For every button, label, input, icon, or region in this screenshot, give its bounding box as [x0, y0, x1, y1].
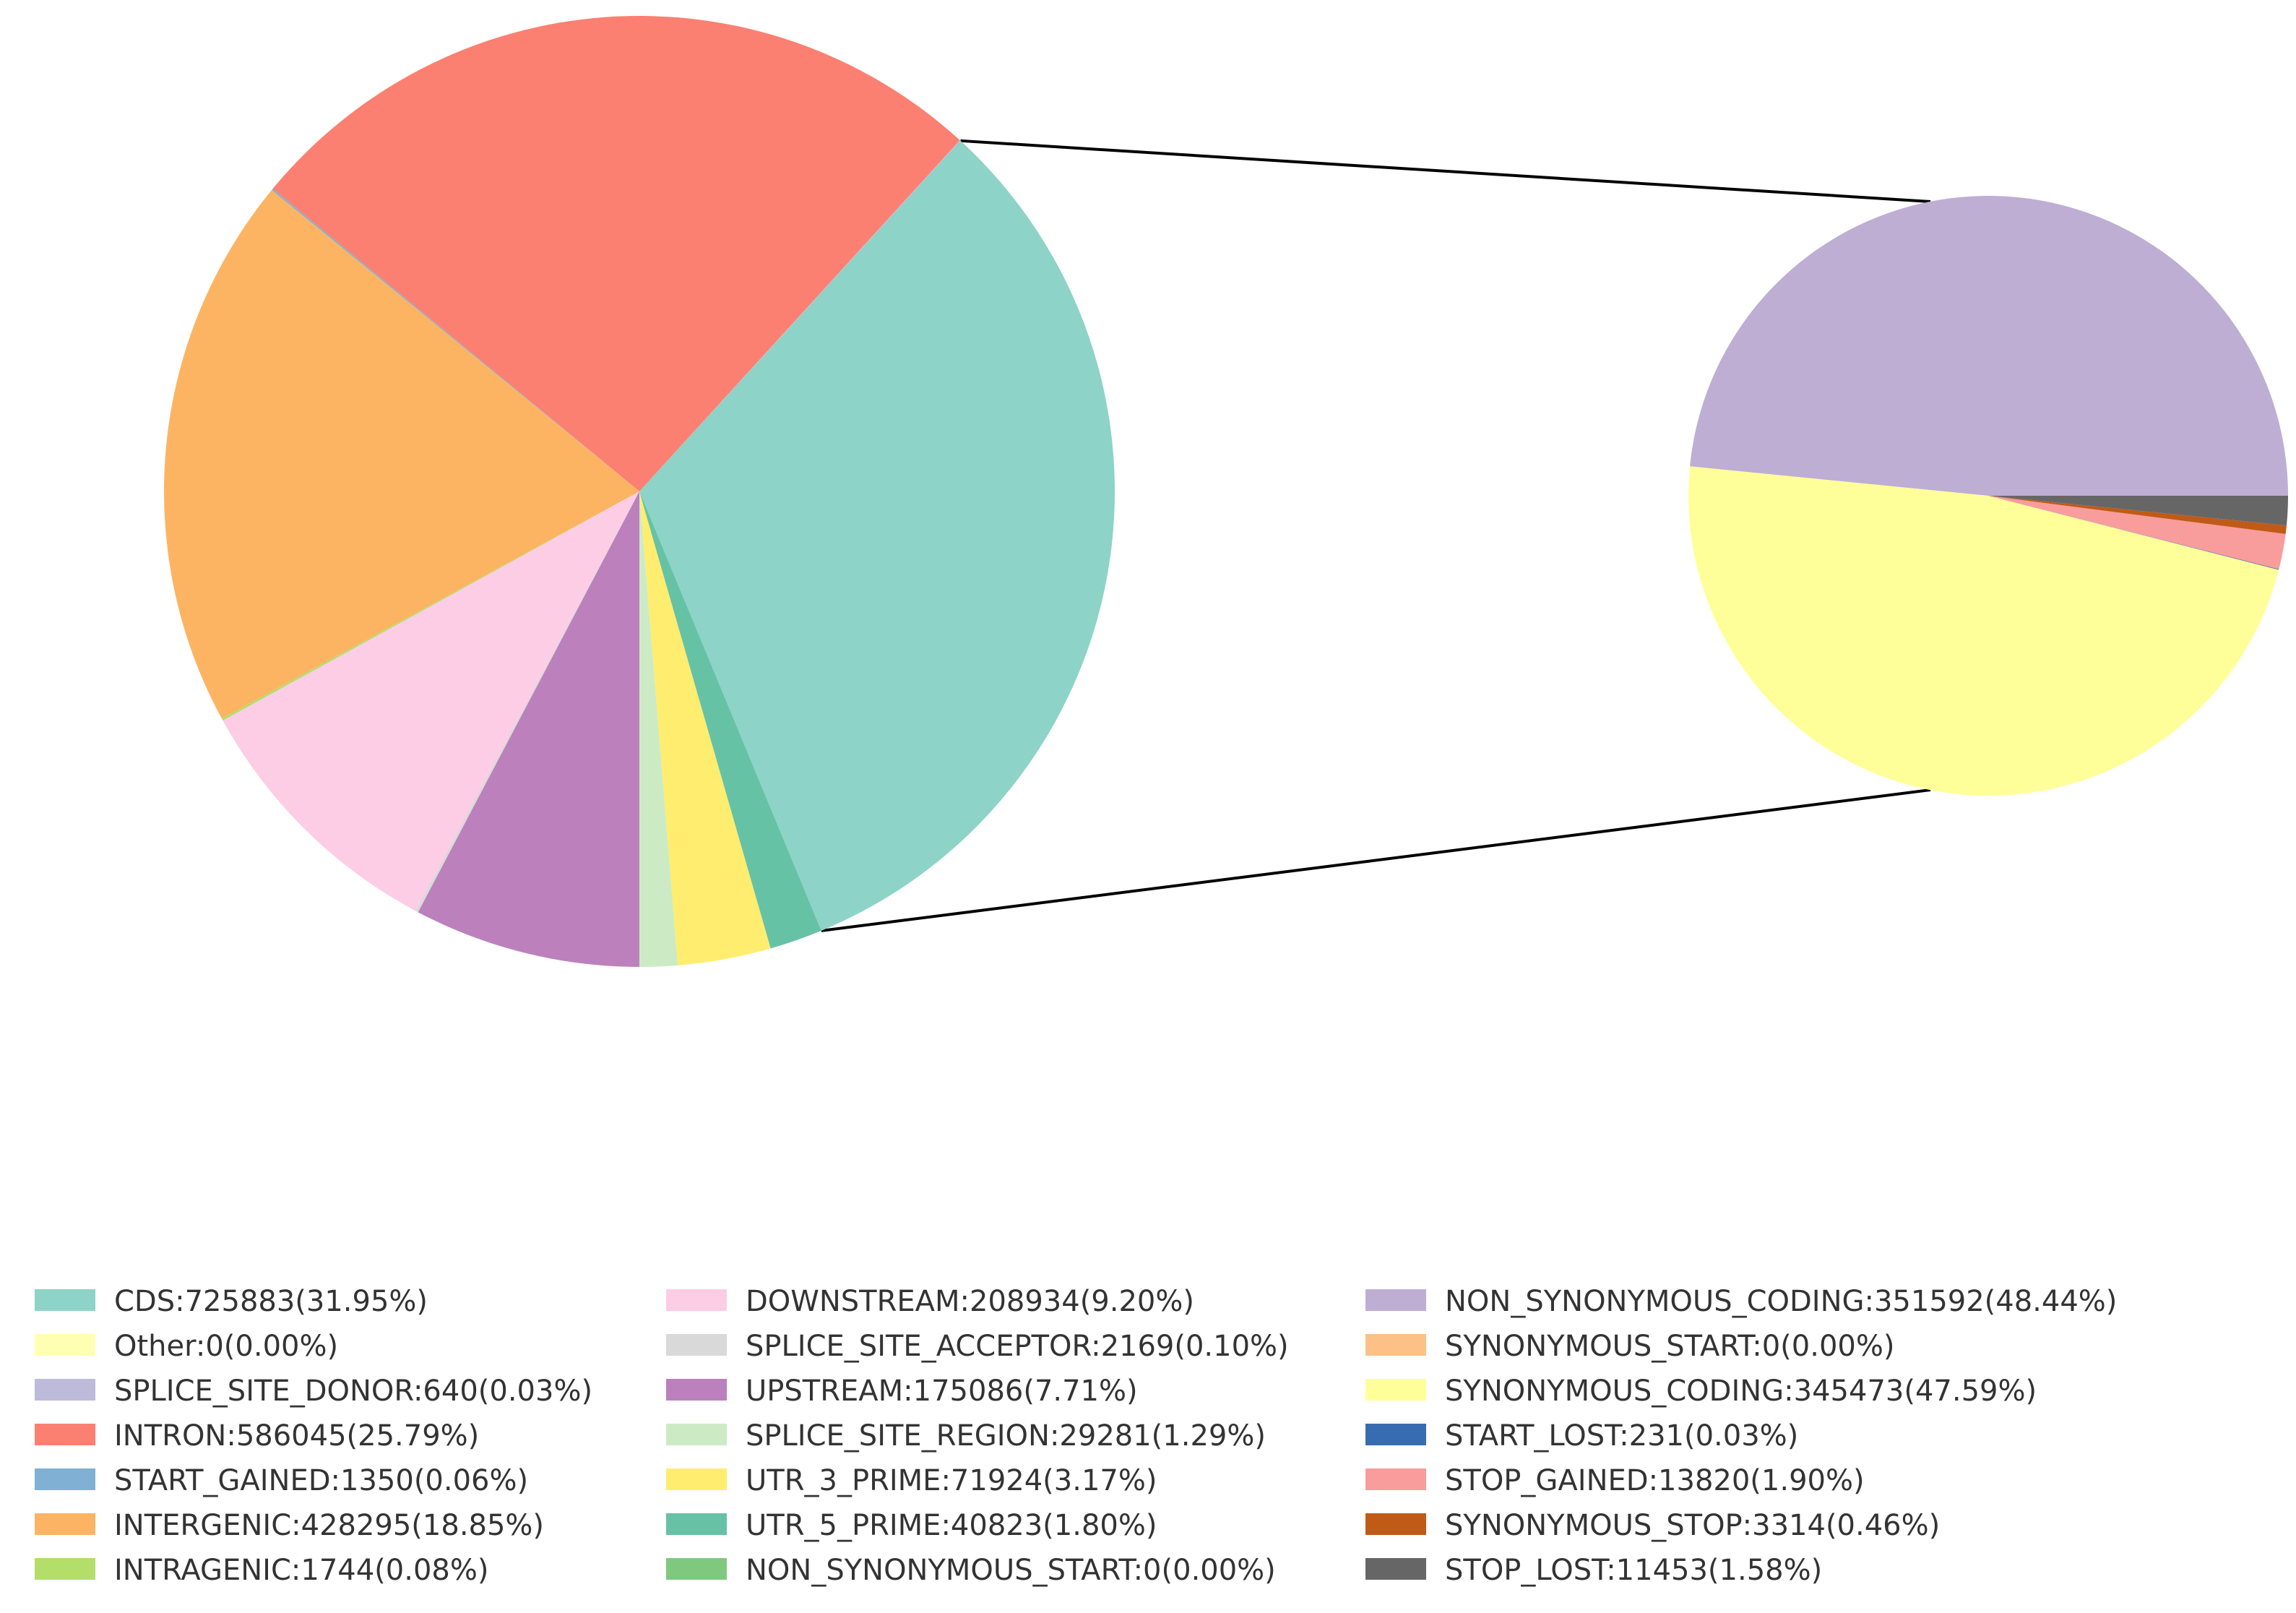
legend-label-downstream: DOWNSTREAM:208934(9.20%) [746, 1285, 1194, 1318]
cds-pie-slice-synonymous-stop [1988, 496, 2287, 534]
legend-label-utr-3-prime: UTR_3_PRIME:71924(3.17%) [746, 1464, 1157, 1497]
main-pie-slice-intragenic [221, 491, 639, 721]
cds-pie-slice-stop-gained [1988, 496, 2286, 569]
legend-label-synonymous-coding: SYNONYMOUS_CODING:345473(47.59%) [1445, 1375, 2037, 1408]
legend-swatch-intragenic [35, 1558, 95, 1580]
legend-label-stop-gained: STOP_GAINED:13820(1.90%) [1445, 1464, 1865, 1497]
connector-line-top [960, 139, 1931, 203]
zoom-connector-lines [821, 139, 1931, 932]
legend-label-non-synonymous-start: NON_SYNONYMOUS_START:0(0.00%) [746, 1554, 1276, 1587]
cds-breakdown-pie [1688, 196, 2288, 796]
legend-swatch-utr-5-prime [666, 1513, 727, 1535]
legend-swatch-intergenic [35, 1513, 95, 1535]
legend-label-utr-5-prime: UTR_5_PRIME:40823(1.80%) [746, 1509, 1157, 1542]
legend-label-intergenic: INTERGENIC:428295(18.85%) [114, 1509, 544, 1542]
legend-swatch-stop-gained [1365, 1468, 1426, 1490]
legend-swatch-utr-3-prime [666, 1468, 727, 1490]
legend-swatch-intron [35, 1424, 95, 1445]
main-pie-slice-downstream [223, 491, 640, 911]
legend-swatch-upstream [666, 1379, 727, 1401]
main-pie-slice-utr-5-prime [639, 491, 821, 949]
legend-label-splice-site-donor: SPLICE_SITE_DONOR:640(0.03%) [114, 1375, 592, 1408]
cds-pie-slice-synonymous-coding [1688, 466, 2279, 796]
main-pie-slice-splice-site-donor [639, 140, 961, 491]
legend-swatch-stop-lost [1365, 1558, 1426, 1580]
legend-label-intragenic: INTRAGENIC:1744(0.08%) [114, 1554, 488, 1587]
main-pie-slice-intron [272, 15, 960, 491]
main-pie-slice-splice-site-acceptor [415, 491, 639, 913]
legend-label-stop-lost: STOP_LOST:11453(1.58%) [1445, 1554, 1822, 1587]
legend-label-other: Other:0(0.00%) [114, 1330, 338, 1363]
main-pie [164, 15, 1115, 967]
legend-swatch-synonymous-stop [1365, 1513, 1426, 1535]
main-pie-slice-upstream [418, 491, 639, 967]
cds-pie-slice-non-synonymous-coding [1690, 196, 2288, 496]
legend-label-intron: INTRON:586045(25.79%) [114, 1419, 479, 1453]
legend-label-synonymous-start: SYNONYMOUS_START:0(0.00%) [1445, 1330, 1894, 1363]
legend-swatch-start-gained [35, 1468, 95, 1490]
legend-label-upstream: UPSTREAM:175086(7.71%) [746, 1375, 1138, 1408]
legend-label-start-lost: START_LOST:231(0.03%) [1445, 1419, 1798, 1453]
legend-swatch-splice-site-acceptor [666, 1334, 727, 1356]
legend-label-synonymous-stop: SYNONYMOUS_STOP:3314(0.46%) [1445, 1509, 1940, 1542]
legend-label-cds: CDS:725883(31.95%) [114, 1285, 428, 1318]
legend-swatch-non-synonymous-coding [1365, 1289, 1426, 1311]
legend-label-start-gained: START_GAINED:1350(0.06%) [114, 1464, 528, 1497]
legend: CDS:725883(31.95%) Other:0(0.00%) SPLICE_S… [35, 1285, 2117, 1587]
legend-swatch-downstream [666, 1289, 727, 1311]
legend-swatch-synonymous-coding [1365, 1379, 1426, 1401]
main-pie-slice-start-gained [271, 189, 639, 491]
main-pie-slice-utr-3-prime [639, 491, 771, 965]
cds-pie-slice-start-lost [1988, 496, 2279, 570]
main-pie-slice-splice-site-region [639, 491, 678, 967]
legend-label-splice-site-region: SPLICE_SITE_REGION:29281(1.29%) [746, 1419, 1266, 1453]
legend-swatch-non-synonymous-start [666, 1558, 727, 1580]
legend-swatch-other [35, 1334, 95, 1356]
legend-swatch-start-lost [1365, 1424, 1426, 1445]
connector-line-bottom [821, 788, 1931, 932]
legend-label-non-synonymous-coding: NON_SYNONYMOUS_CODING:351592(48.44%) [1445, 1285, 2117, 1318]
cds-pie-slice-stop-lost [1988, 496, 2288, 526]
legend-swatch-splice-site-region [666, 1424, 727, 1445]
legend-swatch-cds [35, 1289, 95, 1311]
main-pie-slice-intergenic [164, 190, 640, 719]
main-pie-slice-cds [639, 140, 1115, 931]
legend-swatch-splice-site-donor [35, 1379, 95, 1401]
legend-swatch-synonymous-start [1365, 1334, 1426, 1356]
legend-label-splice-site-acceptor: SPLICE_SITE_ACCEPTOR:2169(0.10%) [746, 1330, 1289, 1363]
